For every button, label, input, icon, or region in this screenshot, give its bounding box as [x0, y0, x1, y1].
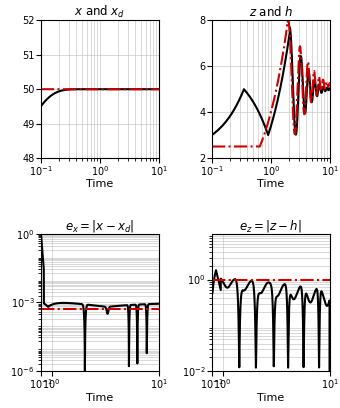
X-axis label: Time: Time [257, 180, 285, 189]
X-axis label: Time: Time [257, 393, 285, 403]
Title: $e_x = |x - x_d|$: $e_x = |x - x_d|$ [65, 218, 134, 234]
X-axis label: Time: Time [86, 180, 114, 189]
Title: $z$ and $h$: $z$ and $h$ [249, 5, 293, 19]
Title: $x$ and $x_d$: $x$ and $x_d$ [74, 4, 125, 20]
X-axis label: Time: Time [86, 393, 114, 403]
Title: $e_z = |z - h|$: $e_z = |z - h|$ [239, 218, 302, 234]
